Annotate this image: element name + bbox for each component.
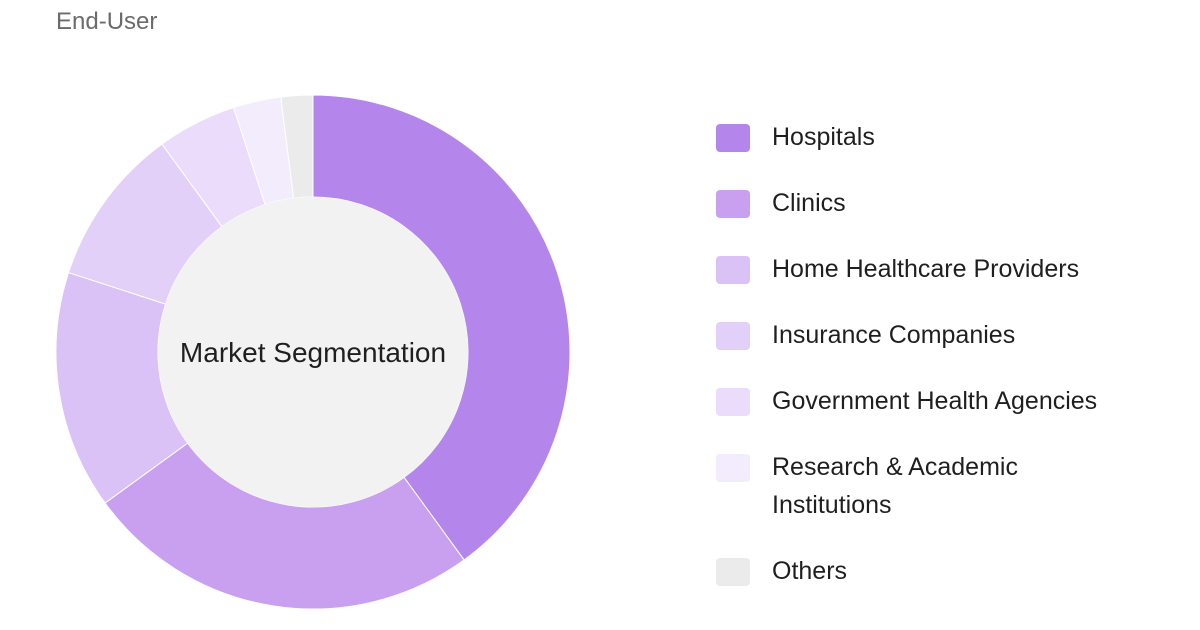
legend-label: Others xyxy=(772,557,848,585)
legend-swatch xyxy=(716,190,750,218)
legend-swatch xyxy=(716,124,750,152)
legend-swatch xyxy=(716,322,750,350)
legend-swatch xyxy=(716,454,750,482)
legend-item[interactable]: Hospitals xyxy=(716,118,1132,156)
legend-item[interactable]: Insurance Companies xyxy=(716,316,1132,354)
legend-item[interactable]: Home Healthcare Providers xyxy=(716,250,1132,288)
legend-item[interactable]: Government Health Agencies xyxy=(716,382,1132,420)
donut-center xyxy=(158,197,468,507)
legend-swatch xyxy=(716,388,750,416)
legend-label: Insurance Companies xyxy=(772,321,1016,349)
legend-label: Home Healthcare Providers xyxy=(772,255,1080,283)
center-label: Market Segmentation xyxy=(180,337,446,368)
legend-item[interactable]: Clinics xyxy=(716,184,1132,222)
legend-item[interactable]: Research & Academic Institutions xyxy=(716,448,1132,524)
legend-swatch xyxy=(716,558,750,586)
chart-subtitle: End-User xyxy=(56,8,158,35)
donut-slices xyxy=(55,94,571,610)
legend-label: Clinics xyxy=(772,189,846,217)
legend-label: Research & Academic Institutions xyxy=(772,453,1018,519)
legend-label: Hospitals xyxy=(772,123,875,151)
legend-item[interactable]: Others xyxy=(716,552,1132,590)
legend-swatch xyxy=(716,256,750,284)
legend-label: Government Health Agencies xyxy=(772,387,1098,415)
donut-chart: Market Segmentation xyxy=(55,94,571,610)
